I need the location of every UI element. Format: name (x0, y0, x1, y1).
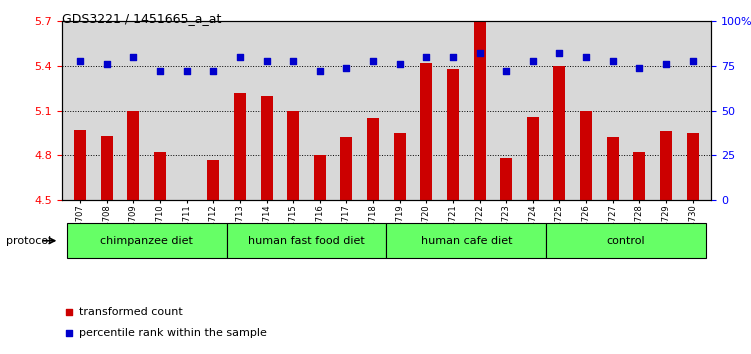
Point (181, 68, 193, 74)
Point (154, 68, 166, 74)
Bar (474, 18, 486, 200)
Point (340, 65, 352, 70)
Point (580, 54, 592, 60)
Bar (128, 111, 140, 200)
Bar (261, 96, 273, 200)
Point (394, 61, 406, 67)
Bar (580, 111, 592, 200)
Point (101, 61, 113, 67)
Point (447, 54, 459, 60)
Point (421, 54, 433, 60)
Point (526, 58, 538, 63)
Bar (287, 111, 299, 200)
Bar (553, 66, 566, 200)
Point (64, 309, 75, 314)
Text: control: control (607, 236, 645, 246)
Bar (607, 137, 619, 200)
Bar (421, 63, 433, 200)
Bar (660, 131, 672, 200)
Point (74, 58, 86, 63)
Bar (67, 223, 227, 258)
Point (607, 58, 619, 63)
Point (128, 54, 140, 60)
Text: human fast food diet: human fast food diet (248, 236, 365, 246)
Text: protocol: protocol (6, 236, 51, 246)
Point (686, 58, 698, 63)
Bar (207, 160, 219, 200)
Bar (387, 223, 546, 258)
Bar (101, 136, 113, 200)
Bar (500, 158, 512, 200)
Bar (154, 152, 166, 200)
Point (234, 54, 246, 60)
Bar (227, 223, 387, 258)
Text: human cafe diet: human cafe diet (421, 236, 512, 246)
Text: transformed count: transformed count (79, 307, 182, 316)
Bar (74, 130, 86, 200)
Bar (527, 116, 538, 200)
Point (287, 58, 299, 63)
Text: chimpanzee diet: chimpanzee diet (101, 236, 193, 246)
Point (261, 58, 273, 63)
Bar (314, 155, 326, 200)
Bar (686, 133, 698, 200)
Point (660, 61, 672, 67)
Bar (447, 69, 459, 200)
Point (367, 58, 379, 63)
Bar (340, 137, 352, 200)
Point (207, 68, 219, 74)
Text: percentile rank within the sample: percentile rank within the sample (79, 328, 267, 338)
Point (633, 65, 645, 70)
Bar (546, 223, 706, 258)
Bar (234, 93, 246, 200)
Point (314, 68, 326, 74)
Point (500, 68, 512, 74)
Bar (367, 118, 379, 200)
Bar (394, 133, 406, 200)
Text: GDS3221 / 1451665_a_at: GDS3221 / 1451665_a_at (62, 12, 221, 25)
Point (553, 51, 566, 56)
Point (474, 51, 486, 56)
Bar (633, 152, 645, 200)
Point (64, 330, 75, 336)
